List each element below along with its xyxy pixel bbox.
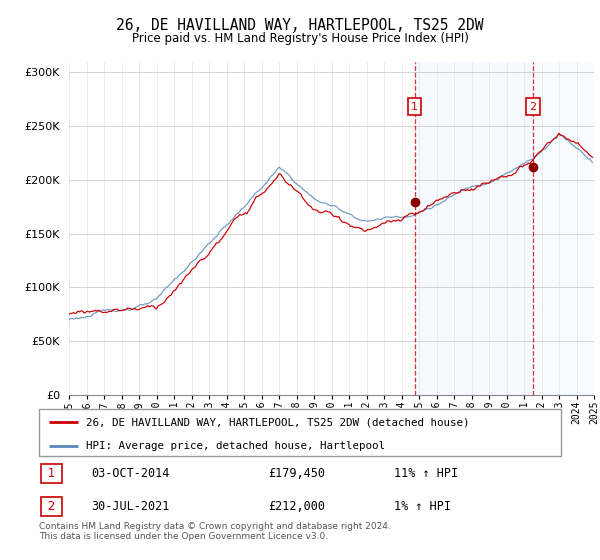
Text: 26, DE HAVILLAND WAY, HARTLEPOOL, TS25 2DW (detached house): 26, DE HAVILLAND WAY, HARTLEPOOL, TS25 2… [86, 417, 469, 427]
Text: 11% ↑ HPI: 11% ↑ HPI [394, 467, 458, 480]
Bar [415, 62, 533, 395]
Text: Price paid vs. HM Land Registry's House Price Index (HPI): Price paid vs. HM Land Registry's House … [131, 32, 469, 45]
Text: 03-OCT-2014: 03-OCT-2014 [91, 467, 170, 480]
Text: HPI: Average price, detached house, Hartlepool: HPI: Average price, detached house, Hart… [86, 441, 385, 451]
Text: Contains HM Land Registry data © Crown copyright and database right 2024.
This d: Contains HM Land Registry data © Crown c… [39, 522, 391, 542]
Text: 1% ↑ HPI: 1% ↑ HPI [394, 500, 451, 514]
Text: 26, DE HAVILLAND WAY, HARTLEPOOL, TS25 2DW: 26, DE HAVILLAND WAY, HARTLEPOOL, TS25 2… [116, 18, 484, 33]
Bar [533, 62, 593, 395]
Text: £212,000: £212,000 [269, 500, 326, 514]
FancyBboxPatch shape [39, 409, 561, 456]
Text: 2: 2 [529, 102, 536, 112]
Text: £179,450: £179,450 [269, 467, 326, 480]
Text: 30-JUL-2021: 30-JUL-2021 [91, 500, 170, 514]
Text: 1: 1 [44, 467, 59, 480]
Text: 2: 2 [44, 500, 59, 514]
Text: 1: 1 [411, 102, 418, 112]
